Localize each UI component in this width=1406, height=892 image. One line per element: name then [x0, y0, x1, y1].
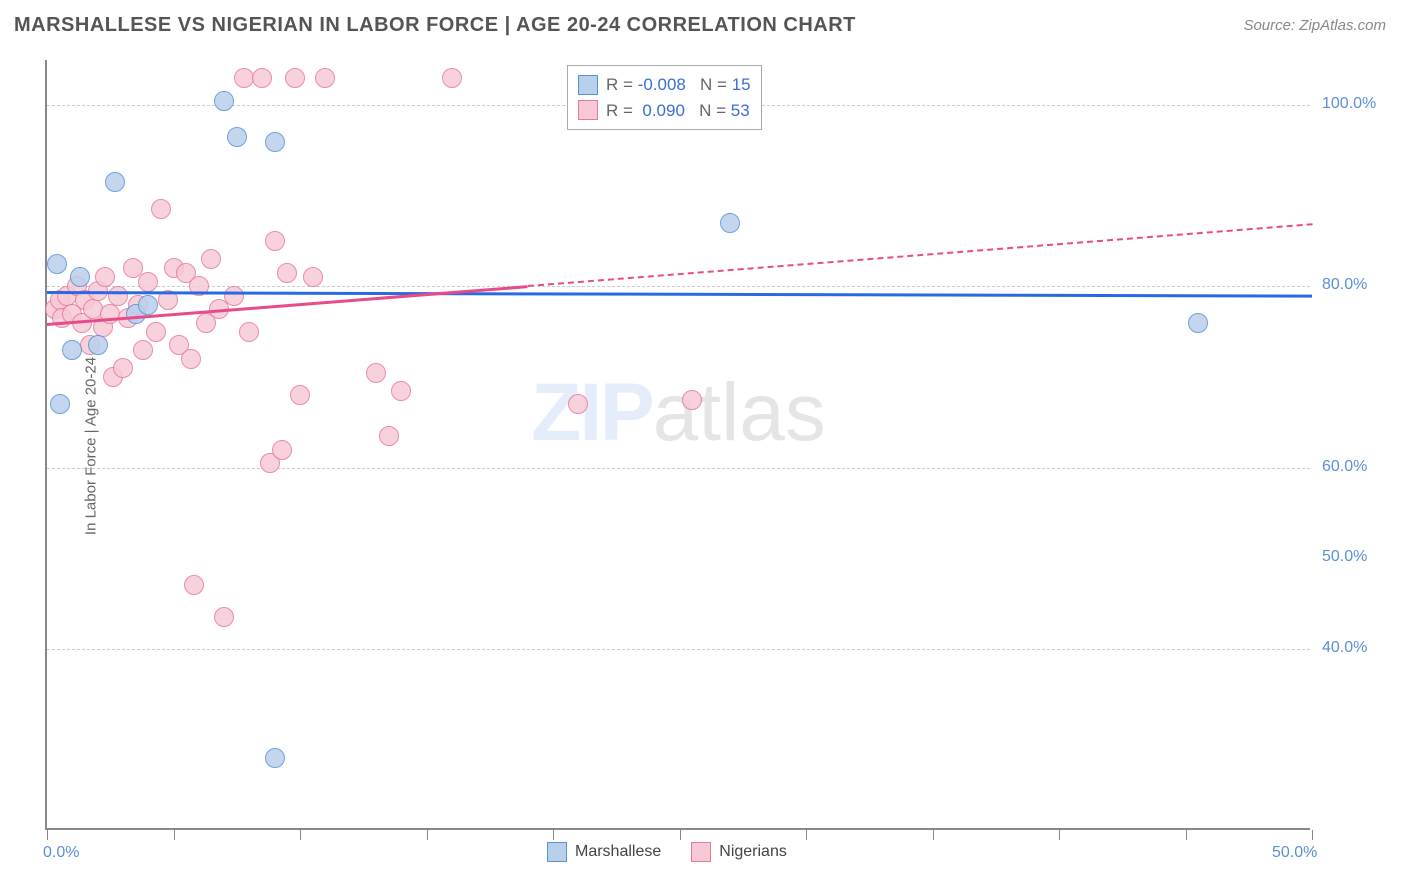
- x-tick: [806, 830, 807, 840]
- stats-box: R = -0.008 N = 15R = 0.090 N = 53: [567, 65, 762, 130]
- data-point: [568, 394, 588, 414]
- data-point: [138, 272, 158, 292]
- data-point: [146, 322, 166, 342]
- data-point: [151, 199, 171, 219]
- watermark-atlas: atlas: [653, 367, 826, 458]
- data-point: [265, 231, 285, 251]
- data-point: [47, 254, 67, 274]
- data-point: [239, 322, 259, 342]
- legend-swatch: [547, 842, 567, 862]
- bottom-legend: Marshallese Nigerians: [547, 842, 787, 862]
- data-point: [303, 267, 323, 287]
- y-tick-label: 40.0%: [1322, 639, 1367, 657]
- watermark-zip: ZIP: [531, 367, 653, 458]
- x-tick: [300, 830, 301, 840]
- data-point: [442, 68, 462, 88]
- x-tick: [47, 830, 48, 840]
- stats-row: R = 0.090 N = 53: [578, 98, 751, 124]
- data-point: [379, 426, 399, 446]
- data-point: [138, 295, 158, 315]
- data-point: [366, 363, 386, 383]
- data-point: [265, 132, 285, 152]
- data-point: [62, 340, 82, 360]
- stats-text: R = 0.090 N = 53: [606, 98, 750, 124]
- x-tick: [174, 830, 175, 840]
- y-tick-label: 60.0%: [1322, 458, 1367, 476]
- x-tick: [1312, 830, 1313, 840]
- x-tick: [1059, 830, 1060, 840]
- data-point: [224, 286, 244, 306]
- stats-text: R = -0.008 N = 15: [606, 72, 751, 98]
- grid-line: [47, 468, 1310, 469]
- x-tick: [553, 830, 554, 840]
- data-point: [290, 385, 310, 405]
- x-tick: [933, 830, 934, 840]
- plot-area: ZIPatlas 40.0%50.0%60.0%80.0%100.0%0.0%5…: [45, 60, 1310, 830]
- data-point: [181, 349, 201, 369]
- x-tick: [680, 830, 681, 840]
- legend-item: Nigerians: [691, 842, 787, 862]
- data-point: [315, 68, 335, 88]
- data-point: [108, 286, 128, 306]
- legend-item: Marshallese: [547, 842, 661, 862]
- data-point: [201, 249, 221, 269]
- data-point: [391, 381, 411, 401]
- legend-swatch: [578, 100, 598, 120]
- x-tick: [427, 830, 428, 840]
- data-point: [252, 68, 272, 88]
- legend-swatch: [578, 75, 598, 95]
- data-point: [682, 390, 702, 410]
- source-label: Source: ZipAtlas.com: [1243, 17, 1386, 34]
- data-point: [70, 267, 90, 287]
- y-tick-label: 100.0%: [1322, 95, 1376, 113]
- stats-row: R = -0.008 N = 15: [578, 72, 751, 98]
- x-tick-label: 50.0%: [1272, 844, 1317, 862]
- legend-swatch: [691, 842, 711, 862]
- grid-line: [47, 649, 1310, 650]
- legend-label: Nigerians: [719, 843, 787, 861]
- trend-line: [528, 223, 1312, 287]
- data-point: [214, 91, 234, 111]
- data-point: [133, 340, 153, 360]
- data-point: [272, 440, 292, 460]
- data-point: [1188, 313, 1208, 333]
- data-point: [265, 748, 285, 768]
- data-point: [214, 607, 234, 627]
- data-point: [184, 575, 204, 595]
- data-point: [83, 299, 103, 319]
- y-tick-label: 50.0%: [1322, 548, 1367, 566]
- data-point: [88, 335, 108, 355]
- data-point: [285, 68, 305, 88]
- chart-title: MARSHALLESE VS NIGERIAN IN LABOR FORCE |…: [14, 14, 856, 37]
- legend-label: Marshallese: [575, 843, 661, 861]
- data-point: [95, 267, 115, 287]
- y-tick-label: 80.0%: [1322, 276, 1367, 294]
- data-point: [227, 127, 247, 147]
- x-tick-label: 0.0%: [43, 844, 79, 862]
- data-point: [113, 358, 133, 378]
- data-point: [277, 263, 297, 283]
- data-point: [720, 213, 740, 233]
- x-tick: [1186, 830, 1187, 840]
- data-point: [50, 394, 70, 414]
- data-point: [105, 172, 125, 192]
